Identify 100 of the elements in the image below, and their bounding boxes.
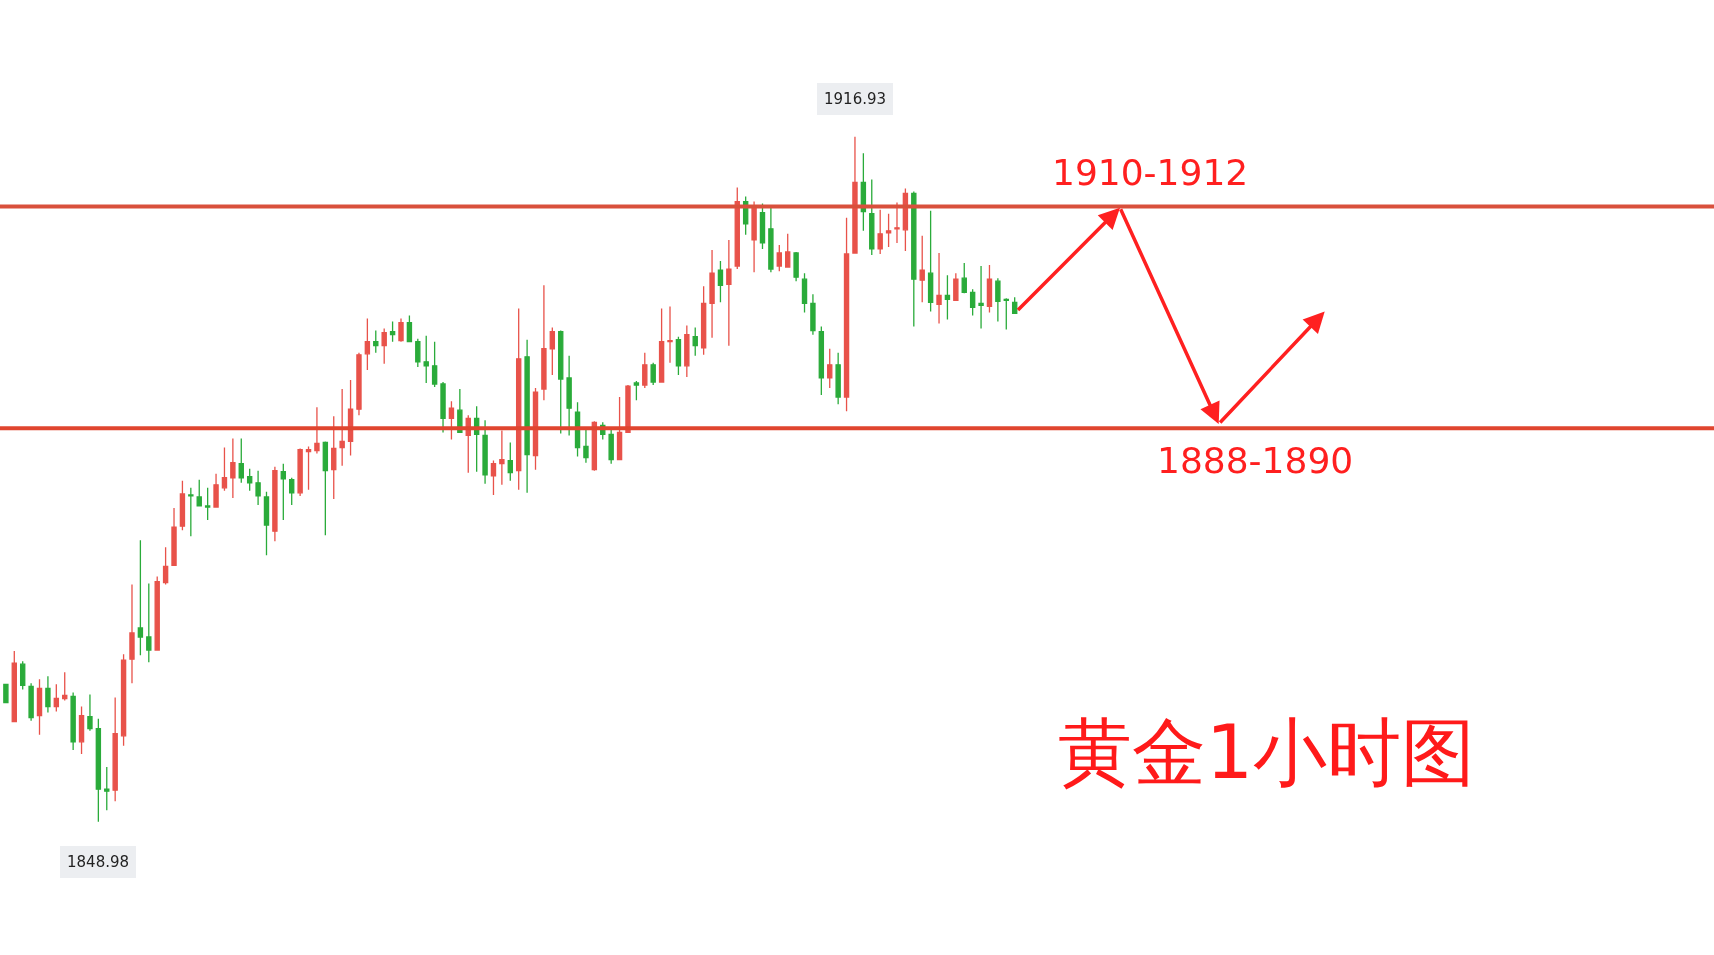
- candlestick: [852, 136, 858, 254]
- candlestick: [835, 352, 841, 405]
- candlestick: [230, 437, 236, 499]
- candlestick: [129, 583, 135, 685]
- candlestick: [860, 152, 867, 232]
- ref-line-label: 1888-1890: [1157, 440, 1354, 481]
- candlestick: [62, 671, 68, 702]
- candlestick: [759, 202, 766, 250]
- candlestick: [297, 447, 303, 497]
- candlestick: [398, 317, 404, 343]
- candlestick: [919, 235, 925, 304]
- candlestick: [684, 324, 690, 378]
- candlestick: [196, 479, 202, 507]
- candlestick: [255, 470, 261, 506]
- candlestick: [616, 396, 623, 461]
- candlestick: [246, 468, 253, 492]
- candlestick: [726, 239, 732, 347]
- candlestick: [423, 334, 429, 384]
- candlestick: [549, 326, 556, 376]
- candlestick: [978, 265, 984, 330]
- candlestick: [45, 675, 51, 714]
- ref-line-label: 1910-1912: [1052, 152, 1249, 193]
- candlestick: [221, 446, 228, 492]
- candlestick: [869, 178, 875, 256]
- candlestick: [112, 696, 118, 802]
- candlestick: [700, 285, 707, 356]
- candlestick: [1011, 296, 1018, 315]
- candlestick: [154, 575, 160, 651]
- candlestick: [885, 213, 892, 248]
- candlestick: [36, 678, 43, 736]
- candlestick: [995, 277, 1001, 323]
- candlestick: [818, 325, 825, 396]
- candlestick: [650, 362, 656, 386]
- candlestick: [911, 190, 917, 328]
- candlestick: [120, 653, 127, 747]
- candlestick: [415, 338, 421, 368]
- candlestick: [776, 244, 783, 272]
- candlestick: [440, 381, 446, 434]
- candlestick: [936, 252, 942, 325]
- candlestick: [146, 582, 152, 663]
- candlestick: [171, 507, 177, 567]
- candlestick: [961, 262, 967, 294]
- candlestick: [667, 305, 673, 364]
- candlestick: [137, 539, 144, 656]
- candlestick: [642, 352, 648, 389]
- candlestick: [53, 683, 60, 713]
- candlestick: [28, 682, 34, 722]
- candlestick: [280, 462, 287, 521]
- candlestick: [541, 284, 547, 401]
- candlestick: [625, 384, 631, 434]
- candlestick: [389, 320, 396, 343]
- candlestick: [801, 272, 808, 314]
- candlestick: [272, 466, 278, 542]
- candlestick: [381, 327, 387, 365]
- candlestick: [289, 477, 295, 506]
- candlestick: [213, 473, 219, 508]
- candlestick: [524, 339, 530, 494]
- candlestick: [751, 200, 757, 273]
- candlestick: [658, 307, 665, 383]
- candlestick: [717, 260, 724, 304]
- candlestick: [356, 352, 362, 416]
- candlestick: [877, 209, 883, 255]
- candlestick: [431, 341, 438, 388]
- candlestick: [87, 693, 93, 732]
- candlestick: [263, 491, 270, 557]
- candlestick: [969, 288, 976, 317]
- candlestick: [986, 264, 993, 314]
- candlestick: [3, 683, 9, 704]
- candlestick: [566, 355, 572, 437]
- candlestick: [331, 415, 337, 500]
- candlestick: [70, 691, 76, 751]
- candlestick: [843, 217, 850, 412]
- annotation: 1848.98: [67, 853, 130, 871]
- candlestick: [364, 317, 371, 371]
- candlestick: [305, 445, 312, 491]
- annotation: 1916.93: [824, 90, 887, 108]
- candlestick: [448, 400, 455, 441]
- candlestick: [322, 440, 329, 536]
- candlestick: [95, 717, 102, 823]
- candlestick: [11, 650, 17, 723]
- candlestick: [692, 326, 698, 357]
- candlestick: [944, 274, 951, 321]
- candlestick: [793, 251, 799, 282]
- candlestick: [785, 233, 791, 268]
- candlestick: [1003, 297, 1009, 331]
- candlestick: [238, 437, 244, 484]
- candlestick: [406, 314, 413, 343]
- candlestick: [490, 459, 497, 496]
- candlestick: [709, 249, 715, 339]
- candlestick: [339, 388, 345, 467]
- candlestick: [894, 201, 900, 244]
- candlestick: [499, 429, 505, 486]
- candlestick: [633, 380, 640, 401]
- candlestick: [827, 348, 833, 389]
- candlestick: [78, 705, 85, 755]
- candlestick: [179, 480, 186, 531]
- candlestick: [810, 293, 816, 336]
- candlestick: [768, 206, 774, 273]
- candlestick: [558, 329, 564, 435]
- candlestick: [583, 428, 589, 464]
